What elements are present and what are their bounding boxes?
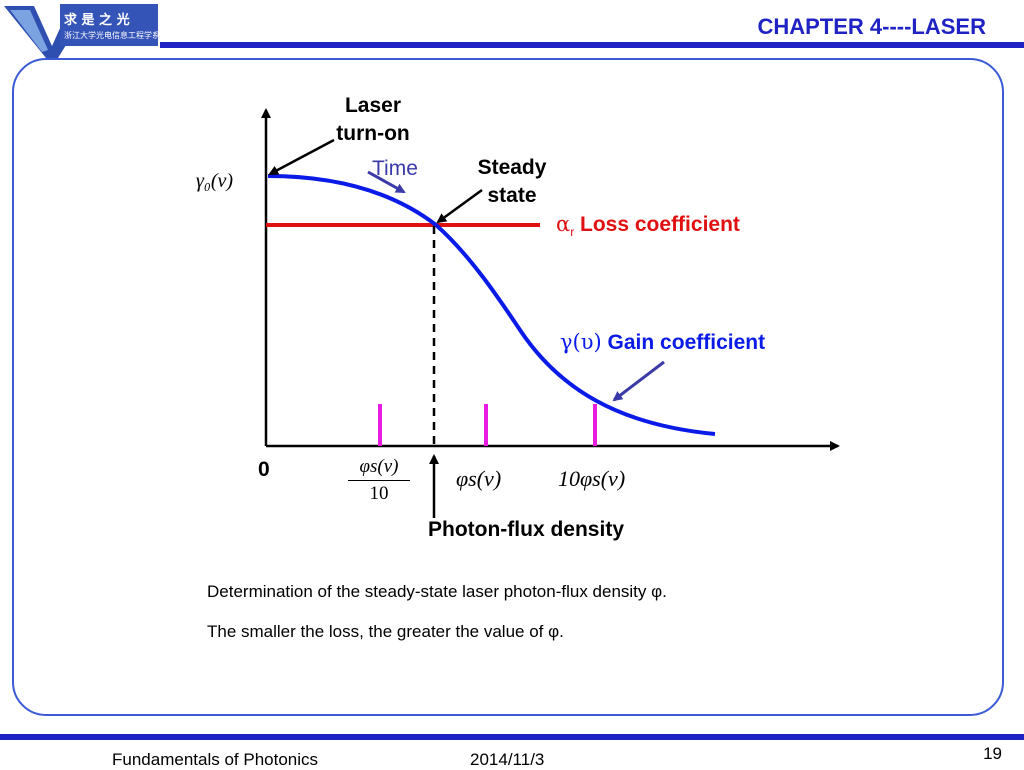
gain-label-arrow [612,360,665,402]
time-label: Time [372,157,418,180]
x-axis-label: Photon-flux density [428,518,624,541]
time-arrow [367,170,406,194]
steady-state-arrow [436,188,483,224]
laser-turn-on-arrow [268,138,335,176]
caption-line-1: Determination of the steady-state laser … [207,582,667,601]
university-logo: 求 是 之 光 浙江大学光电信息工程学系 [0,0,160,60]
gain-coefficient-label: γ(υ) Gain coefficient [560,330,766,354]
tick-label-tenth: φs(ν) 10 [348,456,410,505]
logo-text: 浙江大学光电信息工程学系 [64,30,160,40]
page-number: 19 [983,744,1002,763]
caption-line-2: The smaller the loss, the greater the va… [207,622,564,641]
origin-label: 0 [258,458,270,481]
tick-label-ten-phi-s: 10φs(ν) [558,466,626,491]
header-rule [160,42,1024,48]
slide-title: CHAPTER 4----LASER [757,14,986,39]
footer-rule [0,734,1024,740]
loss-coefficient-label: αr Loss coefficient [556,212,740,240]
gamma0-label: γ₀(ν) [196,170,234,192]
steady-state-label: Steady state [477,156,547,207]
laser-turn-on-label: Laser turn-on [336,94,410,145]
tick-label-phi-s: φs(ν) [456,466,502,491]
svg-text:求 是 之 光: 求 是 之 光 [64,12,130,28]
content-frame [12,58,1004,716]
gain-coefficient-curve [267,174,716,436]
footer-date: 2014/11/3 [470,750,545,769]
footer-course: Fundamentals of Photonics [112,750,319,769]
